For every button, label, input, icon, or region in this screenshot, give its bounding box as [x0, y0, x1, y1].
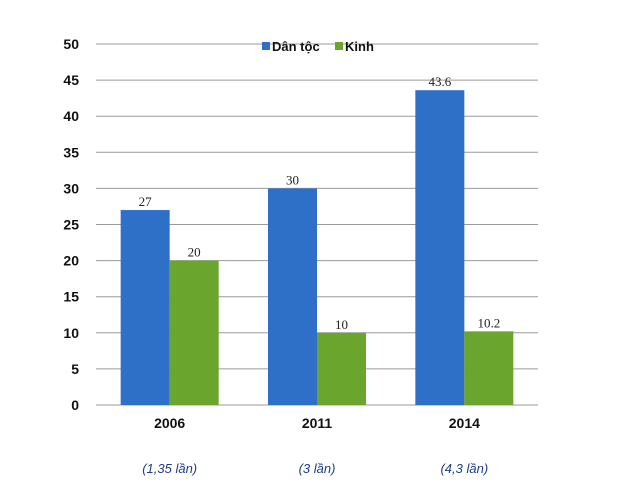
data-label: 43.6 [428, 74, 451, 89]
bar-kinh-2014 [464, 331, 514, 405]
bar-kinh-2011 [317, 332, 366, 405]
data-label: 10.2 [477, 315, 500, 330]
legend-label: Dân tộc [272, 39, 320, 54]
y-tick-label: 30 [63, 180, 79, 196]
data-labels: 27 20 30 10 43.6 10.2 [139, 74, 501, 332]
annotations: (1,35 lần) (3 lần) (4,3 lần) [142, 461, 488, 476]
bar-dan-toc-2011 [268, 188, 317, 405]
y-tick-label: 25 [63, 217, 79, 233]
legend-swatch-dan-toc [262, 42, 270, 50]
bar-kinh-2006 [169, 260, 219, 405]
y-tick-label: 15 [63, 289, 79, 305]
y-axis-ticks: 0 5 10 15 20 25 30 35 40 45 50 [63, 36, 79, 413]
y-tick-label: 35 [63, 144, 79, 160]
bar-dan-toc-2014 [415, 90, 465, 405]
bars [120, 90, 514, 405]
y-tick-label: 10 [63, 325, 79, 341]
x-tick-label: 2011 [302, 415, 333, 431]
ratio-annotation: (1,35 lần) [142, 461, 197, 476]
legend: Dân tộc Kinh [262, 39, 374, 54]
ratio-annotation: (3 lần) [299, 461, 336, 476]
x-axis-ticks: 2006 2011 2014 [154, 415, 480, 431]
ratio-annotation: (4,3 lần) [440, 461, 488, 476]
y-tick-label: 50 [63, 36, 79, 52]
bar-dan-toc-2006 [120, 210, 170, 405]
data-label: 10 [335, 317, 348, 332]
data-label: 27 [139, 194, 153, 209]
y-tick-label: 0 [71, 397, 79, 413]
x-tick-label: 2014 [449, 415, 480, 431]
y-tick-label: 20 [63, 253, 79, 269]
legend-swatch-kinh [335, 42, 343, 50]
x-tick-label: 2006 [154, 415, 185, 431]
y-tick-label: 45 [63, 72, 79, 88]
legend-label: Kinh [345, 39, 374, 54]
y-tick-label: 40 [63, 108, 79, 124]
data-label: 30 [286, 172, 299, 187]
y-tick-label: 5 [71, 361, 79, 377]
data-label: 20 [188, 245, 201, 260]
